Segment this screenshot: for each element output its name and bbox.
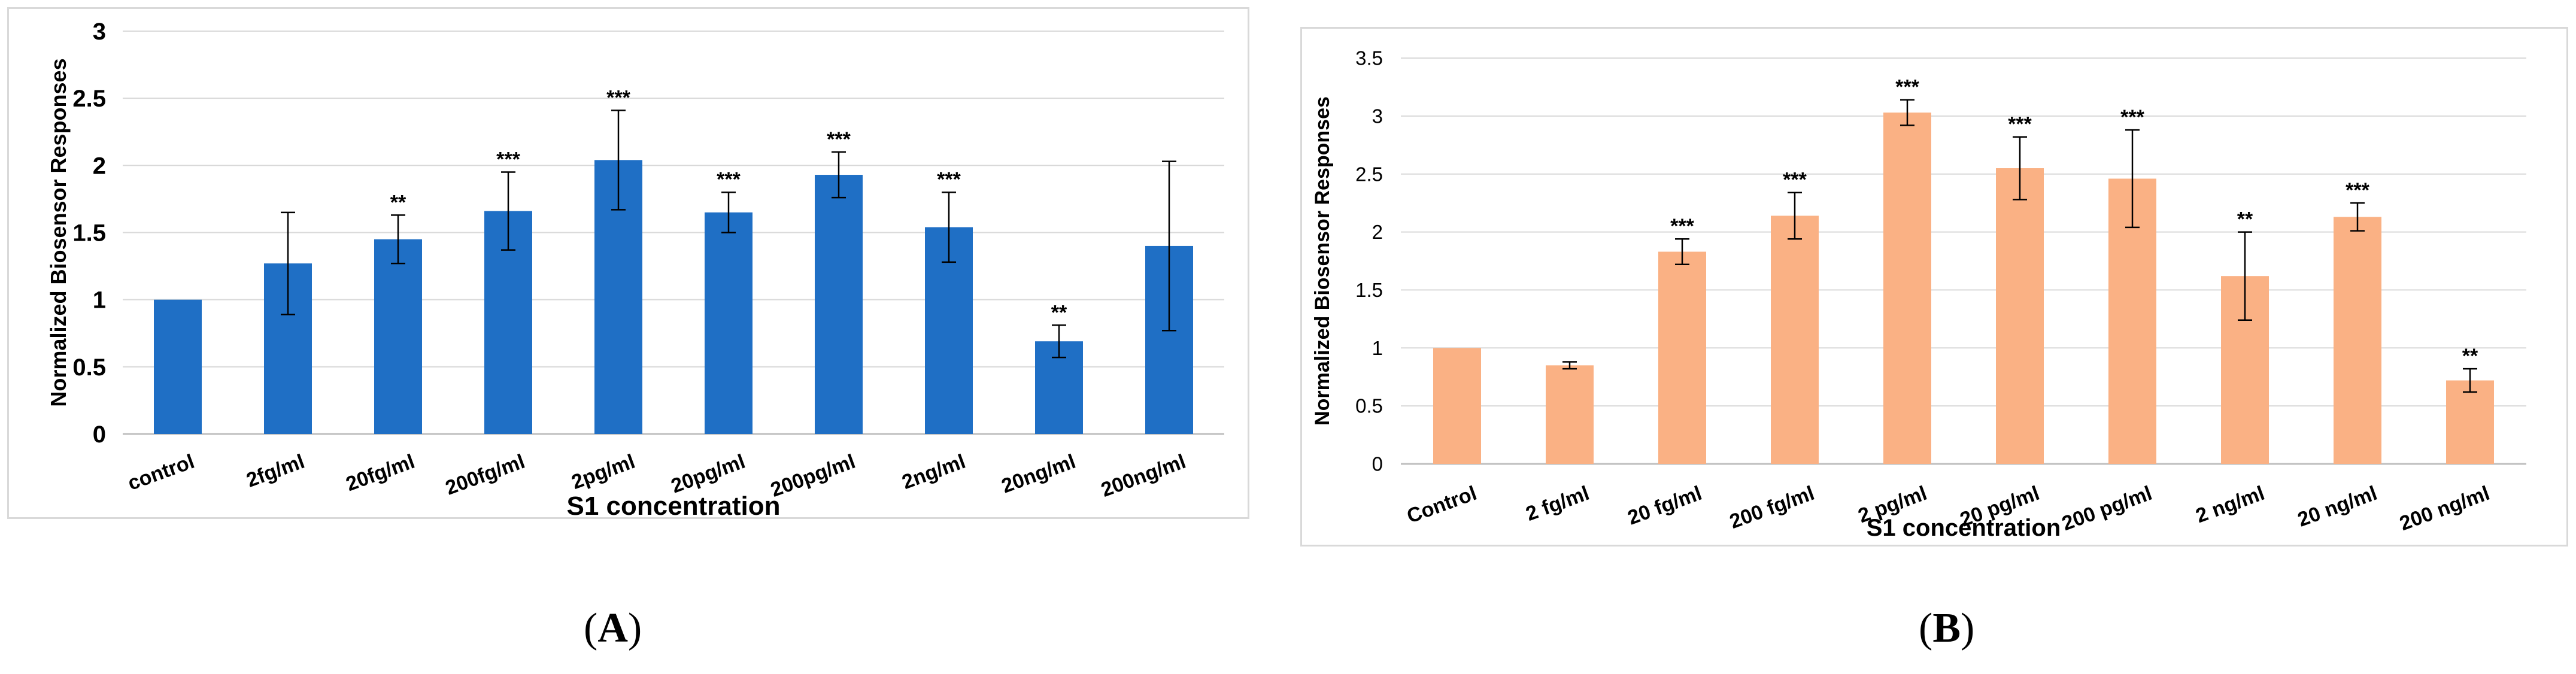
bar: [1771, 215, 1819, 464]
y-tick-label: 3: [93, 19, 106, 45]
bar: [2334, 217, 2381, 464]
y-tick-label: 3.5: [1355, 47, 1383, 69]
x-tick-label: 2 fg/ml: [1523, 482, 1592, 526]
significance-marker: ***: [1670, 215, 1694, 238]
y-tick-label: 0: [1372, 453, 1383, 475]
x-tick-label: 200 fg/ml: [1727, 482, 1817, 533]
y-axis-label: Normalized Biosensor Responses: [46, 58, 71, 406]
panel-label-a: (A): [584, 605, 642, 651]
significance-marker: ***: [2120, 106, 2144, 129]
y-tick-label: 3: [1372, 105, 1383, 127]
significance-marker: ***: [606, 86, 630, 109]
bar: [374, 239, 422, 434]
bar: [2446, 380, 2494, 464]
y-tick-label: 2.5: [1355, 163, 1383, 185]
panel-label-b: (B): [1919, 605, 1975, 651]
significance-marker: ***: [496, 148, 520, 171]
x-axis-label: S1 concentration: [1867, 515, 2061, 541]
y-tick-label: 2: [93, 153, 106, 179]
y-tick-label: 0.5: [72, 354, 106, 381]
significance-marker: ***: [1895, 76, 1919, 99]
bar: [815, 175, 863, 434]
significance-marker: **: [1051, 301, 1067, 324]
significance-marker: ***: [2008, 113, 2032, 136]
chart-b: 0 0.5 1 1.5 2 2.5 3 3.5 Control 2 fg/ml *** 20 fg/m…: [1311, 47, 2526, 541]
y-tick-label: 0.5: [1355, 395, 1383, 417]
y-tick-label: 2: [1372, 221, 1383, 243]
significance-marker: ***: [1783, 169, 1807, 192]
bar: [1658, 251, 1706, 464]
x-tick-label: 2 ng/ml: [2193, 482, 2268, 527]
significance-marker: ***: [717, 168, 741, 191]
y-tick-label: 1.5: [72, 220, 106, 247]
bar: [1996, 168, 2044, 464]
x-tick-label: 200 ng/ml: [2396, 482, 2492, 535]
x-tick-label: 20 fg/ml: [1625, 482, 1705, 530]
y-tick-label: 1.5: [1355, 279, 1383, 301]
bar: [1433, 348, 1481, 464]
x-axis-label: S1 concentration: [567, 491, 781, 521]
bar: [1883, 113, 1931, 464]
significance-marker: **: [2462, 345, 2478, 368]
x-tick-label: 20 ng/ml: [2295, 482, 2380, 532]
y-tick-label: 0: [93, 421, 106, 448]
y-tick-label: 1: [1372, 337, 1383, 359]
x-tick-label: 200 pg/ml: [2059, 482, 2155, 535]
significance-marker: ***: [827, 128, 851, 151]
bar: [154, 299, 202, 434]
y-tick-label: 1: [93, 287, 106, 314]
significance-marker: ***: [2346, 179, 2369, 202]
significance-marker: ***: [937, 168, 961, 191]
significance-marker: **: [390, 191, 406, 214]
x-tick-label: Control: [1404, 482, 1480, 528]
bar: [705, 212, 753, 434]
bar: [1546, 365, 1594, 464]
y-axis-label: Normalized Biosensor Responses: [1311, 96, 1334, 426]
y-tick-label: 2.5: [72, 86, 106, 112]
significance-marker: **: [2237, 208, 2253, 231]
